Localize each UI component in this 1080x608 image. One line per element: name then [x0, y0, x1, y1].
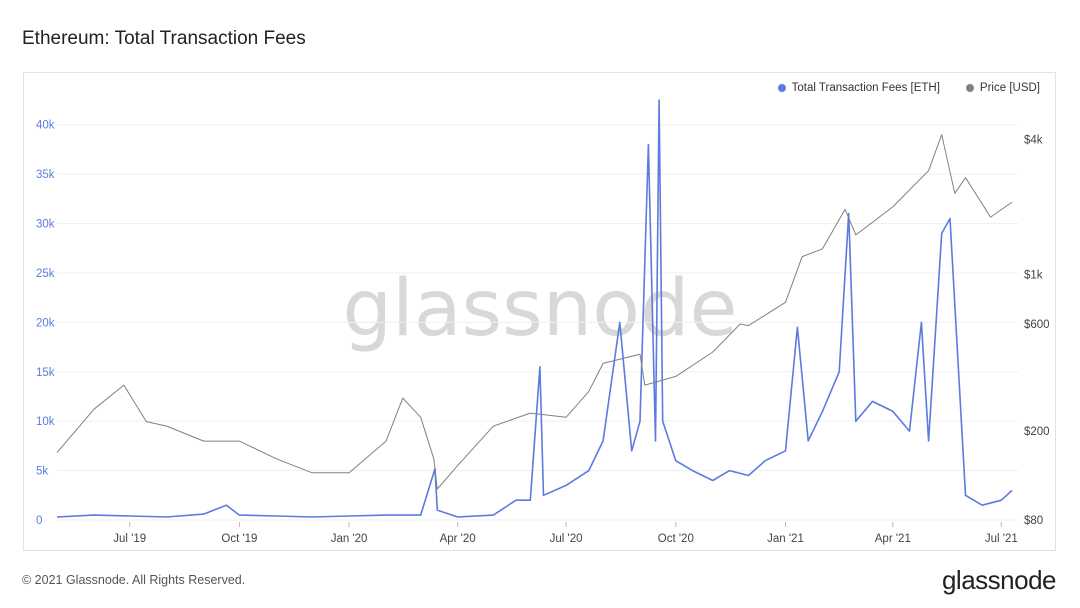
y-left-tick-label: 5k — [36, 466, 48, 478]
y-right-tick-label: $200 — [1024, 426, 1050, 438]
series-line-price — [56, 134, 1013, 490]
legend-label-fees: Total Transaction Fees [ETH] — [791, 82, 940, 94]
watermark-text: glassnode — [343, 264, 738, 354]
y-left-tick-label: 10k — [36, 416, 55, 428]
y-right-tick-label: $1k — [1024, 269, 1043, 281]
legend-dot-price — [965, 84, 974, 92]
x-tick-label: Apr '20 — [440, 533, 476, 545]
y-left-tick-label: 40k — [36, 120, 55, 132]
x-tick-label: Jul '21 — [985, 533, 1018, 545]
legend-item-price[interactable]: Price [USD] — [965, 82, 1040, 94]
x-tick-label: Jan '21 — [767, 533, 804, 545]
x-tick-label: Jul '20 — [550, 533, 583, 545]
legend-dot-fees — [777, 84, 786, 92]
chart-legend: Total Transaction Fees [ETH] Price [USD] — [777, 82, 1040, 94]
x-tick-label: Apr '21 — [875, 533, 911, 545]
copyright-text: © 2021 Glassnode. All Rights Reserved. — [22, 573, 246, 587]
legend-label-price: Price [USD] — [979, 82, 1040, 94]
y-right-tick-label: $4k — [1024, 134, 1043, 146]
x-tick-label: Jul '19 — [113, 533, 146, 545]
chart-panel — [23, 72, 1056, 551]
x-tick-label: Jan '20 — [331, 533, 368, 545]
y-right-tick-label: $80 — [1024, 515, 1043, 527]
y-left-tick-label: 0 — [36, 515, 42, 527]
y-right-tick-label: $600 — [1024, 319, 1050, 331]
y-left-tick-label: 25k — [36, 268, 55, 280]
legend-item-fees[interactable]: Total Transaction Fees [ETH] — [777, 82, 940, 94]
series-line-fees — [56, 99, 1013, 518]
y-left-tick-label: 30k — [36, 219, 55, 231]
x-tick-label: Oct '20 — [658, 533, 694, 545]
chart-title: Ethereum: Total Transaction Fees — [22, 28, 306, 49]
y-left-tick-label: 15k — [36, 367, 55, 379]
glassnode-logo: glassnode — [941, 565, 1057, 595]
y-left-tick-label: 35k — [36, 169, 55, 181]
x-tick-label: Oct '19 — [221, 533, 257, 545]
y-left-tick-label: 20k — [36, 317, 55, 329]
